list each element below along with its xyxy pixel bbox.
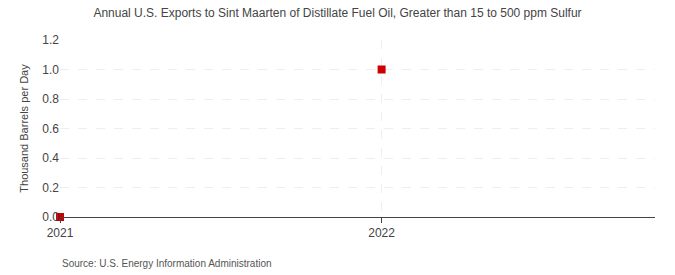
svg-text:1.2: 1.2 xyxy=(42,33,59,47)
svg-text:2022: 2022 xyxy=(368,226,395,240)
svg-text:Thousand Barrels per Day: Thousand Barrels per Day xyxy=(18,64,30,193)
svg-text:Annual U.S. Exports to Sint Ma: Annual U.S. Exports to Sint Maarten of D… xyxy=(93,6,581,20)
svg-text:0.8: 0.8 xyxy=(42,92,59,106)
svg-text:2021: 2021 xyxy=(47,226,74,240)
svg-text:Source: U.S. Energy Informatio: Source: U.S. Energy Information Administ… xyxy=(62,258,272,269)
svg-text:0.2: 0.2 xyxy=(42,181,59,195)
svg-text:1.0: 1.0 xyxy=(42,63,59,77)
svg-text:0.4: 0.4 xyxy=(42,151,59,165)
svg-text:0.6: 0.6 xyxy=(42,122,59,136)
svg-text:0.0: 0.0 xyxy=(42,210,59,224)
